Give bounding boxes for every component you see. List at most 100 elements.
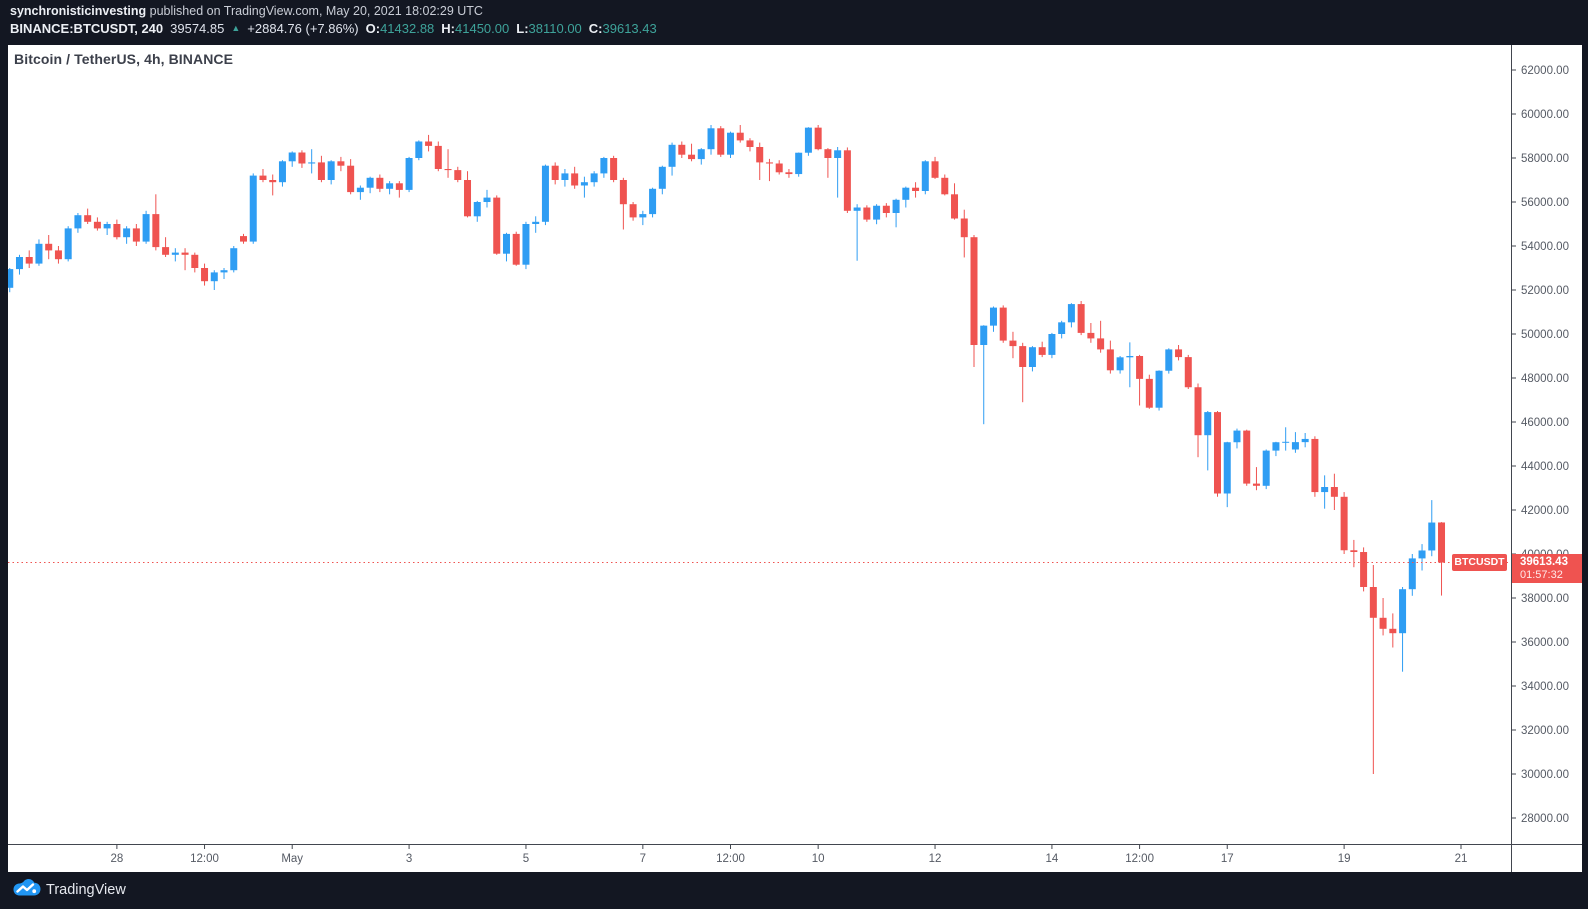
price-tick-label: 48000.00 [1521, 373, 1569, 385]
candle [561, 169, 569, 187]
time-tick-label: 12:00 [190, 853, 219, 865]
time-tick-label: 14 [1046, 853, 1059, 865]
tradingview-brand-text[interactable]: TradingView [46, 882, 126, 898]
footer-bar: TradingView [0, 872, 1588, 909]
candle [298, 150, 306, 168]
candle [483, 189, 491, 208]
price-tick-label: 50000.00 [1521, 329, 1569, 341]
time-tick-label: 7 [640, 853, 646, 865]
candle [191, 252, 199, 273]
candle [629, 202, 637, 221]
candle [736, 125, 744, 143]
candle [765, 158, 773, 182]
candle [697, 148, 705, 165]
candle [902, 186, 910, 208]
time-tick-label: 17 [1221, 853, 1234, 865]
chart-background [8, 45, 1582, 872]
candle [717, 126, 725, 157]
candle [386, 181, 394, 195]
candle [201, 263, 209, 286]
candle [1194, 383, 1202, 458]
candle [84, 208, 92, 224]
candle [1233, 428, 1241, 449]
candle [746, 138, 754, 152]
candle [1340, 492, 1348, 554]
candle [1369, 565, 1377, 774]
candle [1028, 346, 1036, 372]
candle [1311, 436, 1319, 497]
axis-flag-price: 39613.43 [1520, 556, 1568, 568]
candles-layer[interactable] [0, 125, 1446, 774]
candle [454, 166, 462, 183]
candle [1223, 441, 1231, 508]
price-tick-label: 34000.00 [1521, 681, 1569, 693]
candle [668, 142, 676, 176]
candle [649, 187, 657, 218]
price-tick-label: 56000.00 [1521, 197, 1569, 209]
candle [1360, 547, 1368, 592]
candle [989, 306, 997, 332]
candle [688, 143, 696, 162]
time-tick-label: 12:00 [1125, 853, 1154, 865]
candle [1126, 342, 1134, 388]
candle [931, 156, 939, 179]
candle [727, 131, 734, 158]
candle [814, 125, 822, 151]
price-tick-label: 28000.00 [1521, 813, 1569, 825]
time-tick-label: May [281, 853, 303, 865]
candle [1330, 473, 1338, 510]
candle [1175, 345, 1183, 361]
candle [707, 125, 715, 155]
candle [74, 213, 82, 233]
candle [1379, 598, 1387, 636]
candle [425, 134, 433, 152]
candle [1262, 449, 1270, 490]
candle [834, 147, 842, 198]
candle [1204, 411, 1212, 471]
candle [249, 173, 257, 244]
candle [308, 149, 316, 174]
low-value: L:38110.00 [516, 21, 582, 36]
tradingview-logo-icon[interactable] [13, 879, 41, 902]
time-tick-label: 3 [406, 853, 412, 865]
candle [0, 286, 4, 301]
candle [1077, 301, 1085, 336]
candle [1272, 441, 1280, 457]
candle [278, 160, 286, 187]
open-value: O:41432.88 [365, 21, 435, 36]
candle [1116, 356, 1124, 374]
candle [1097, 320, 1105, 353]
candle [210, 270, 218, 290]
candle [1243, 429, 1251, 486]
candle [853, 204, 861, 261]
price-tick-label: 32000.00 [1521, 725, 1569, 737]
candle [347, 159, 355, 195]
candle [152, 194, 160, 251]
candle [8, 268, 14, 293]
time-tick-label: 12:00 [716, 853, 745, 865]
time-tick-label: 19 [1338, 853, 1351, 865]
candle [64, 226, 72, 262]
price-tick-label: 36000.00 [1521, 637, 1569, 649]
price-tick-label: 62000.00 [1521, 65, 1569, 77]
time-tick-label: 12 [929, 853, 942, 865]
candle [610, 155, 618, 183]
up-arrow-icon: ▲ [231, 22, 241, 33]
candle [45, 235, 53, 260]
candle [775, 160, 783, 175]
candle [522, 221, 530, 270]
candle [444, 149, 452, 178]
time-tick-label: 28 [110, 853, 123, 865]
candle [658, 165, 666, 195]
candle [1145, 374, 1153, 409]
candle [171, 248, 179, 262]
candle [395, 181, 403, 198]
candle [639, 210, 647, 226]
candle [376, 174, 384, 193]
candle [1408, 554, 1416, 596]
candle [181, 248, 189, 271]
candle [327, 160, 335, 185]
candle [512, 231, 520, 266]
candle [921, 160, 929, 195]
